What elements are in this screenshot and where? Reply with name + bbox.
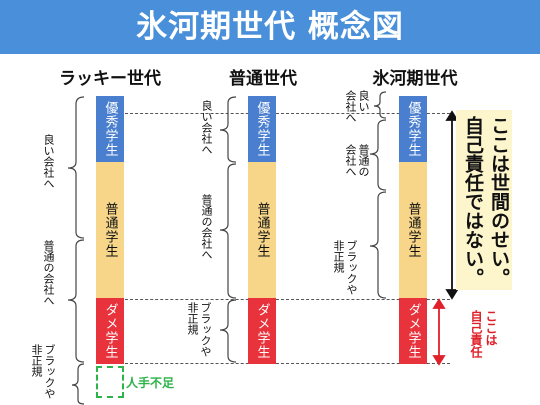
label-ice-normal: 普通の 会社へ	[344, 144, 370, 177]
column-title-normal: 普通世代	[229, 69, 297, 89]
bar-bad-lucky: ダメ学生	[96, 298, 124, 364]
label-ice-black: ブラックや 非正規	[332, 240, 358, 295]
brace-ice-black	[369, 191, 387, 299]
page-title: 氷河期世代 概念図	[136, 9, 404, 45]
brace-ice-good	[373, 91, 387, 119]
brace-ice-normal	[369, 119, 387, 191]
dashed-line-middle	[125, 299, 450, 300]
label-lucky-good: 良い会社へ	[42, 134, 55, 189]
bar-normal-ice-age: 普通学生	[399, 162, 427, 298]
bar-excellent-lucky: 優秀学生	[96, 96, 124, 162]
label-lucky-black: ブラックや 非正規	[30, 344, 56, 399]
brace-lucky-good	[67, 96, 85, 239]
shortage-box	[96, 366, 124, 398]
label-normal-black: ブラックや 非正規	[186, 302, 212, 357]
label-normal-good: 良い会社へ	[200, 100, 213, 155]
brace-normal-normal	[219, 163, 237, 299]
bar-normal-normal: 普通学生	[248, 162, 276, 298]
bar-excellent-normal: 優秀学生	[248, 96, 276, 162]
brace-normal-good	[219, 96, 237, 163]
bar-normal-lucky: 普通学生	[96, 162, 124, 298]
brace-normal-black	[219, 299, 237, 363]
dashed-line-top	[125, 113, 450, 114]
brace-lucky-normal	[67, 239, 85, 363]
shortage-label: 人手不足	[126, 376, 175, 390]
note-box	[456, 110, 512, 290]
column-title-lucky: ラッキー世代	[59, 69, 161, 89]
label-ice-good: 良い 会社へ	[344, 90, 370, 123]
column-title-ice-age: 氷河期世代	[372, 69, 458, 89]
dashed-line-bottom	[125, 363, 450, 364]
label-normal-normal: 普通の会社へ	[200, 194, 213, 260]
bar-excellent-ice-age: 優秀学生	[399, 96, 427, 162]
label-lucky-normal: 普通の会社へ	[42, 240, 55, 306]
bar-bad-ice-age: ダメ学生	[399, 298, 427, 364]
bar-bad-normal: ダメ学生	[248, 298, 276, 364]
note-world-responsibility: ここは世間のせい。 自己責任ではない。	[462, 116, 510, 287]
title-bar	[0, 0, 540, 54]
brace-lucky-black	[71, 363, 85, 405]
note-self-responsibility: ここは 自己責任	[469, 310, 498, 358]
